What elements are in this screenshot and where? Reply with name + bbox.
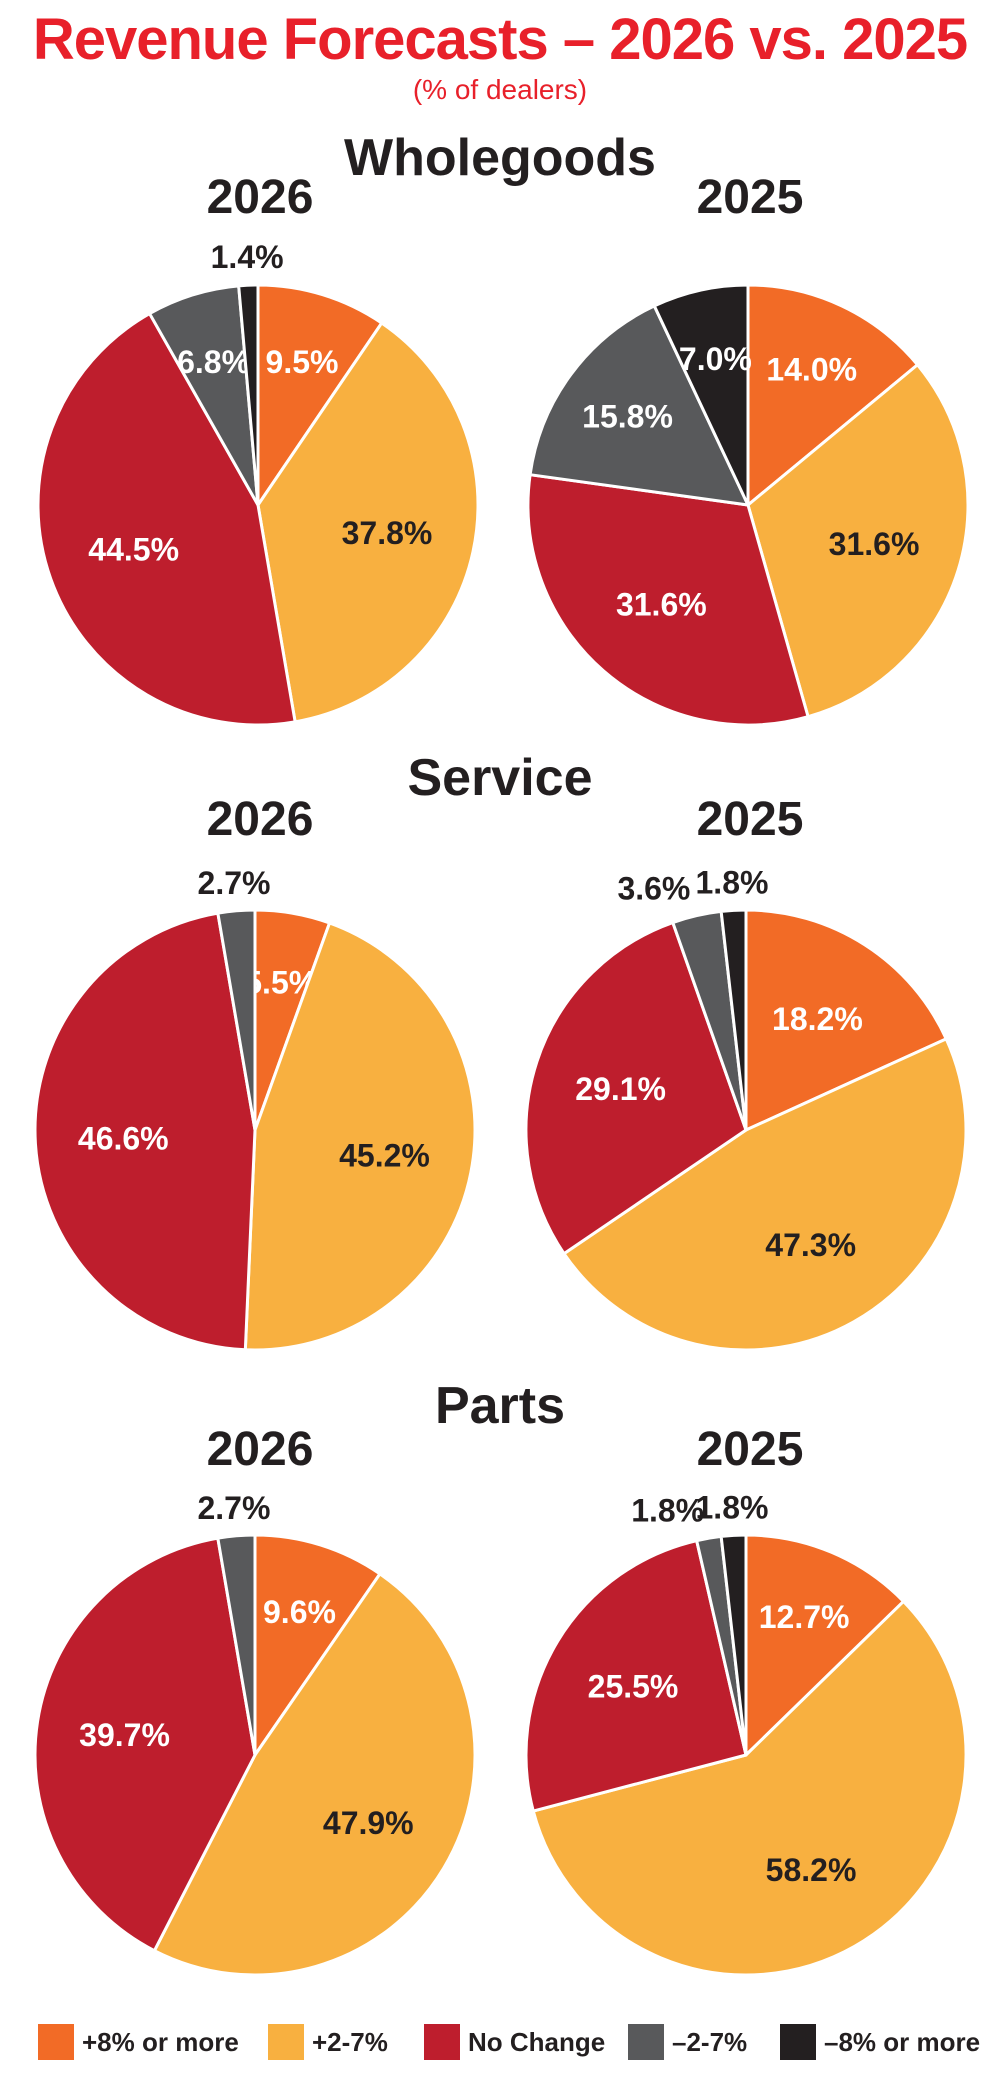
slice-wholegoods-2026-plus2-7 — [256, 321, 480, 724]
data-label-service-2025-no-change: 29.1% — [575, 1071, 666, 1107]
data-label-parts-2025-plus2-7: 58.2% — [766, 1852, 857, 1888]
slice-parts-2026-minus2-7 — [216, 1533, 257, 1757]
data-label-parts-2026-no-change: 39.7% — [79, 1717, 170, 1753]
legend-swatch-minus8 — [780, 2024, 816, 2060]
slice-parts-2025-plus2-7 — [531, 1599, 968, 1977]
data-label-wholegoods-2025-minus2-7: 15.8% — [582, 398, 673, 434]
data-label-parts-2026-minus2-7: 2.7% — [197, 1490, 270, 1526]
data-label-wholegoods-2026-plus8: 9.5% — [266, 344, 339, 380]
legend-label-minus2-7: –2-7% — [672, 2026, 748, 2057]
data-label-wholegoods-2026-minus8: 1.4% — [211, 239, 284, 275]
slice-service-2026-no-change — [33, 911, 257, 1352]
legend: +8% or more +2-7% No Change –2-7% –8% or… — [0, 2022, 1000, 2072]
slice-parts-2026-plus8 — [253, 1533, 382, 1757]
section-title-parts: Parts — [434, 1377, 566, 1435]
slice-service-2025-no-change — [524, 921, 748, 1256]
legend-item-minus8: –8% or more — [780, 2022, 980, 2062]
slice-wholegoods-2025-plus2-7 — [746, 363, 970, 719]
slice-wholegoods-2025-plus8 — [746, 283, 920, 507]
slice-service-2025-minus8 — [719, 908, 748, 1132]
legend-item-no-change: No Change — [424, 2022, 605, 2062]
legend-label-minus8: –8% or more — [824, 2026, 981, 2057]
data-label-wholegoods-2025-no-change: 31.6% — [616, 587, 707, 623]
pie-parts-2026: 9.6% 47.9% 39.7% 2.7% — [33, 1490, 477, 1977]
chart-subtitle: (% of dealers) — [412, 74, 588, 105]
data-label-wholegoods-2026-minus2-7: 6.8% — [177, 344, 250, 380]
year-label-service-2026: 2026 — [206, 793, 314, 846]
pie-wholegoods-2025: 14.0% 31.6% 31.6% 15.8%7.0% — [526, 283, 970, 727]
year-label-parts-2026: 2026 — [206, 1423, 314, 1476]
slice-parts-2025-minus8 — [719, 1533, 748, 1757]
data-label-wholegoods-2026-plus2-7: 37.8% — [342, 515, 433, 551]
pie-service-2025: 18.2% 47.3% 29.1% 3.6% 1.8% — [524, 864, 968, 1352]
pie-service-2026: 5.5%45.2%46.6%2.7% — [33, 865, 477, 1352]
year-label-wholegoods-2026: 2026 — [206, 171, 314, 224]
slice-parts-2025-no-change — [524, 1539, 748, 1813]
data-label-parts-2026-plus8: 9.6% — [263, 1594, 336, 1630]
data-label-service-2026-no-change: 46.6% — [78, 1120, 169, 1156]
data-label-service-2026-minus2-7: 2.7% — [198, 865, 271, 901]
pie-charts: 9.5% 37.8% 44.5% 6.8% 1.4% 14.0% 31.6% 31.6% 15.… — [33, 239, 970, 1977]
legend-swatch-no-change — [424, 2024, 460, 2060]
data-label-parts-2026-plus2-7: 47.9% — [323, 1805, 414, 1841]
legend-item-minus2-7: –2-7% — [628, 2022, 747, 2062]
slice-parts-2026-no-change — [33, 1536, 257, 1953]
slice-parts-2026-plus2-7 — [152, 1572, 477, 1977]
legend-swatch-plus8 — [38, 2024, 74, 2060]
chart-title: Revenue Forecasts – 2026 vs. 2025 — [32, 7, 968, 72]
data-label-service-2025-minus8: 1.8% — [696, 864, 769, 900]
pie-wholegoods-2026: 9.5% 37.8% 44.5% 6.8% 1.4% — [36, 239, 480, 727]
slice-service-2025-plus8 — [744, 908, 948, 1132]
section-title-wholegoods: Wholegoods — [344, 129, 656, 187]
data-label-service-2026-plus2-7: 45.2% — [339, 1138, 430, 1174]
data-label-parts-2025-no-change: 25.5% — [588, 1669, 679, 1705]
slice-parts-2025-plus8 — [744, 1533, 906, 1757]
slice-wholegoods-2026-no-change — [36, 312, 297, 727]
year-label-wholegoods-2025: 2025 — [696, 171, 804, 224]
legend-swatch-minus2-7 — [628, 2024, 664, 2060]
slice-wholegoods-2025-no-change — [526, 473, 810, 727]
slice-service-2026-plus2-7 — [243, 921, 477, 1352]
year-label-parts-2025: 2025 — [696, 1423, 804, 1476]
slice-wholegoods-2025-minus8 — [652, 283, 750, 507]
slice-wholegoods-2026-minus8 — [237, 283, 260, 507]
data-label-parts-2025-plus8: 12.7% — [759, 1599, 850, 1635]
slice-service-2026-minus2-7 — [216, 908, 257, 1132]
data-label-wholegoods-2025-plus2-7: 31.6% — [829, 526, 920, 562]
data-label-wholegoods-2025-minus8: 7.0% — [679, 341, 752, 377]
data-label-parts-2025-minus8: 1.8% — [696, 1489, 769, 1525]
section-title-service: Service — [407, 749, 593, 807]
legend-item-plus2-7: +2-7% — [268, 2022, 388, 2062]
legend-item-plus8: +8% or more — [38, 2022, 239, 2062]
data-label-service-2025-minus2-7: 3.6% — [617, 870, 690, 906]
pie-parts-2025: 12.7% 58.2% 25.5% 1.8%1.8% — [524, 1489, 968, 1977]
data-label-service-2025-plus2-7: 47.3% — [765, 1227, 856, 1263]
year-label-service-2025: 2025 — [696, 793, 804, 846]
legend-swatch-plus2-7 — [268, 2024, 304, 2060]
legend-label-plus2-7: +2-7% — [312, 2026, 388, 2057]
data-label-parts-2025-minus2-7: 1.8% — [631, 1493, 704, 1529]
legend-label-no-change: No Change — [468, 2026, 606, 2057]
data-label-wholegoods-2025-plus8: 14.0% — [766, 352, 857, 388]
slice-service-2025-plus2-7 — [562, 1037, 968, 1352]
data-label-service-2025-plus8: 18.2% — [772, 1001, 863, 1037]
data-label-wholegoods-2026-no-change: 44.5% — [88, 531, 179, 567]
slice-wholegoods-2025-minus2-7 — [528, 304, 750, 507]
legend-label-plus8: +8% or more — [82, 2026, 239, 2057]
slice-wholegoods-2026-plus8 — [256, 283, 384, 507]
